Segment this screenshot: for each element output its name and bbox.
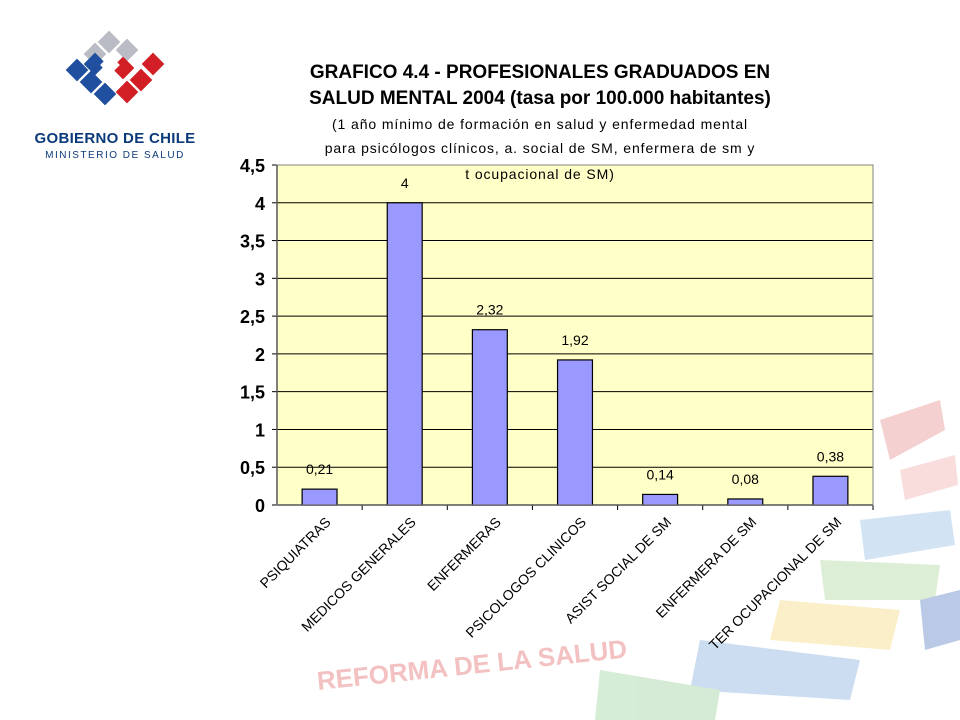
data-label: 2,32 (476, 302, 503, 318)
y-tick-label: 1,5 (240, 383, 265, 403)
chart-subtitle-line1: (1 año mínimo de formación en salud y en… (331, 116, 749, 132)
data-label: 4 (401, 175, 409, 191)
chart-title-line2: SALUD MENTAL 2004 (tasa por 100.000 habi… (309, 88, 771, 109)
bar (301, 488, 338, 506)
bar (812, 475, 849, 506)
data-label: 0,14 (647, 466, 674, 482)
plot-border (276, 164, 874, 506)
logo-subtitle: MINISTERIO DE SALUD (45, 150, 185, 161)
y-axis-labels: 0 0,5 1 1,5 2 2,5 3 3,5 4 4,5 (240, 156, 265, 516)
y-tick-label: 4,5 (240, 156, 265, 176)
bar (386, 202, 423, 506)
y-tick-label: 2,5 (240, 307, 265, 327)
bar (727, 498, 764, 506)
data-label: 1,92 (561, 332, 588, 348)
bar (471, 329, 508, 506)
data-label: 0,38 (817, 448, 844, 464)
chart-title-line1: GRAFICO 4.4 - PROFESIONALES GRADUADOS EN (309, 62, 771, 83)
chart-subtitle-line2: para psicólogos clínicos, a. social de S… (324, 140, 756, 156)
logo-title: GOBIERNO DE CHILE (34, 130, 196, 147)
chart-subtitle-line3: t ocupacional de SM) (465, 166, 615, 182)
y-tick-label: 0 (255, 496, 265, 516)
y-tick-label: 3,5 (240, 232, 265, 252)
logo-cubes-icon (65, 30, 165, 106)
y-tick-label: 1 (255, 420, 265, 440)
y-tick-label: 4 (255, 194, 265, 214)
bar (642, 493, 679, 506)
y-tick-label: 2 (255, 345, 265, 365)
data-labels: 0,21 4 2,32 1,92 0,14 0,08 0,38 (306, 175, 844, 487)
bar (556, 359, 594, 506)
chart-title-block: GRAFICO 4.4 - PROFESIONALES GRADUADOS EN… (270, 60, 810, 160)
bars (301, 202, 849, 506)
x-tick-label: PSIQUIATRAS (257, 514, 334, 591)
y-tick-label: 0,5 (240, 458, 265, 478)
hands-decoration (595, 400, 960, 720)
y-tick-label: 3 (255, 269, 265, 289)
x-tick-label: ENFERMERAS (424, 514, 504, 594)
data-label: 0,08 (732, 471, 759, 487)
data-label: 0,21 (306, 461, 333, 477)
gobierno-logo: GOBIERNO DE CHILE MINISTERIO DE SALUD (30, 30, 200, 170)
